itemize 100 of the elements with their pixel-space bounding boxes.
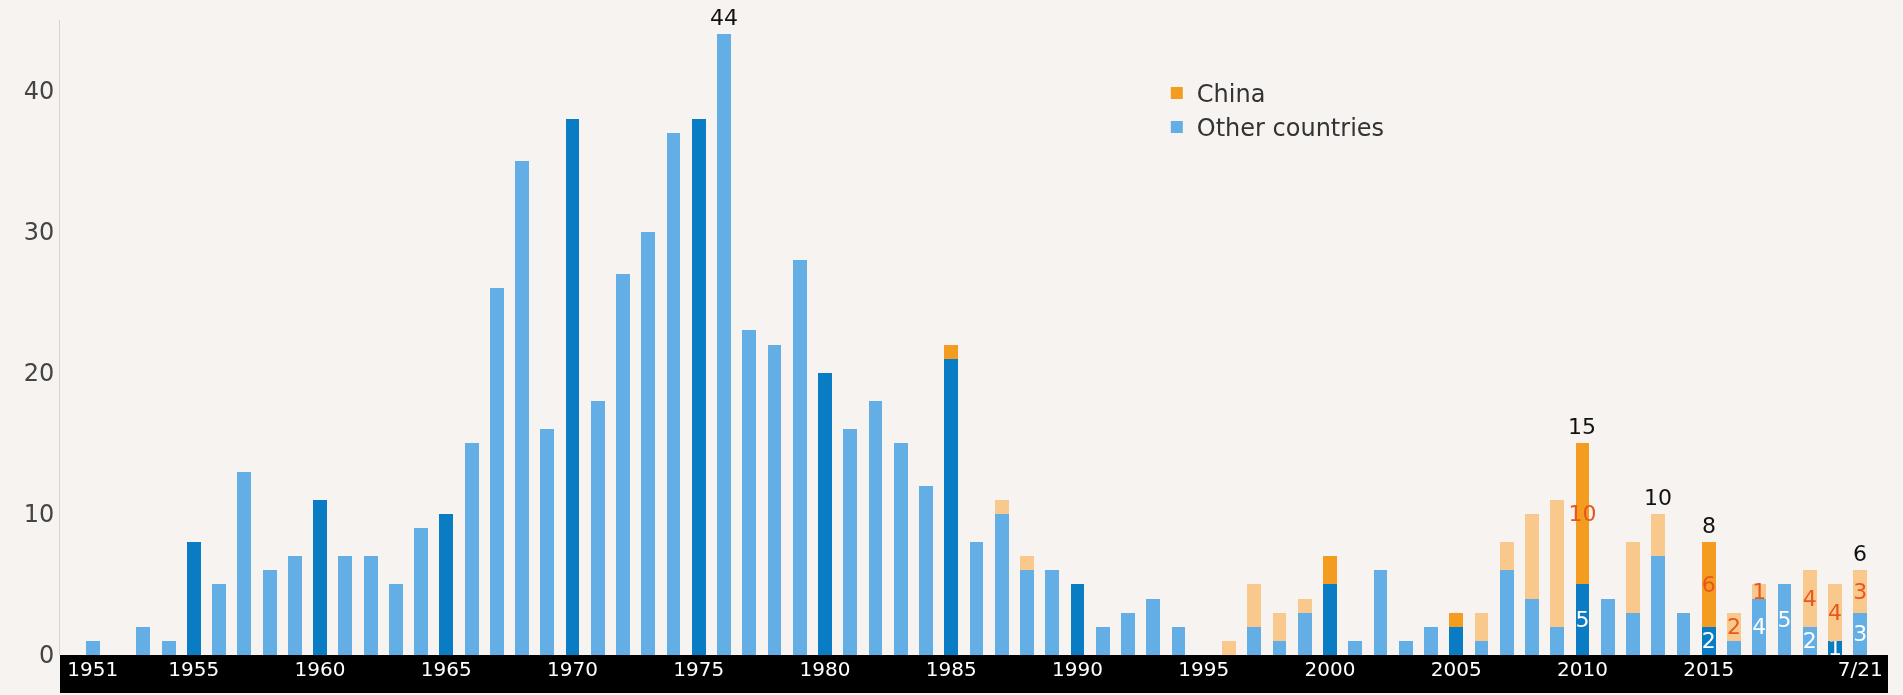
data-label: 2: [1726, 614, 1741, 640]
x-tick-label: 1965: [420, 657, 472, 681]
bar: [1272, 640, 1287, 655]
bar: [843, 429, 858, 655]
bar: [1550, 626, 1565, 655]
bar: [818, 372, 832, 655]
bar: [1701, 542, 1716, 627]
bar: [666, 132, 681, 655]
bar: [388, 584, 403, 655]
x-tick-label: 1951: [67, 657, 119, 681]
bar: [868, 401, 883, 655]
bar: [994, 513, 1009, 655]
bar: [1045, 570, 1060, 655]
y-tick-label: 0: [38, 641, 55, 670]
bar: [1398, 640, 1413, 655]
bar: [1449, 626, 1464, 655]
bar: [363, 556, 378, 655]
bar: [161, 640, 176, 655]
bar: [1727, 640, 1741, 655]
x-tick-label: 1980: [799, 657, 851, 681]
bar: [1525, 598, 1539, 655]
x-tick-label: 1975: [673, 657, 725, 681]
data-label: 1: [1752, 579, 1767, 604]
bar: [1676, 612, 1691, 655]
bar: [338, 556, 353, 655]
bar: [540, 429, 555, 655]
x-tick-label: 2005: [1430, 657, 1482, 681]
bar: [1095, 626, 1110, 655]
bar: [1146, 598, 1161, 655]
bar: [1499, 542, 1514, 571]
bar: [515, 161, 529, 655]
legend-label: China: [1196, 80, 1266, 109]
bar: [1651, 556, 1666, 655]
bar: [439, 513, 454, 655]
y-tick-label: 40: [23, 76, 55, 105]
legend-label: Other countries: [1196, 114, 1385, 143]
data-label: 4: [1827, 600, 1842, 626]
bar: [742, 330, 757, 655]
bar: [489, 288, 504, 655]
bar: [1474, 612, 1489, 641]
bar: [944, 344, 959, 359]
bar: [1828, 584, 1842, 641]
x-tick-label: 1955: [168, 657, 220, 681]
x-tick-label: 1960: [294, 657, 346, 681]
y-tick-label: 30: [23, 218, 55, 247]
bar: [1222, 640, 1236, 655]
data-label: 2: [1701, 628, 1716, 654]
bar: [1626, 542, 1640, 613]
bar: [237, 471, 252, 655]
x-tick-label: 7/21: [1837, 657, 1883, 681]
bar: [1121, 612, 1135, 655]
total-label: 6: [1853, 541, 1867, 566]
bar: [1297, 612, 1312, 655]
x-tick-label: 1990: [1052, 657, 1103, 681]
bar: [590, 401, 605, 655]
data-label: 4: [1802, 586, 1817, 612]
data-label: 6: [1701, 571, 1716, 597]
bar: [969, 542, 984, 655]
bar: [893, 443, 908, 655]
bar: [1020, 570, 1034, 655]
total-label: 15: [1568, 414, 1596, 439]
bar: [1070, 584, 1085, 655]
y-tick-label: 10: [23, 500, 55, 529]
bar: [1272, 612, 1287, 641]
bar: [1020, 556, 1034, 571]
bar: [1373, 570, 1388, 655]
data-label: 3: [1853, 579, 1868, 604]
bar: [691, 118, 706, 655]
bar: [1499, 570, 1514, 655]
data-label: 5: [1575, 607, 1590, 633]
bar: [1171, 626, 1186, 655]
bar: [1323, 556, 1337, 585]
bar: [287, 556, 302, 655]
bar: [1247, 626, 1262, 655]
bar: [464, 443, 479, 655]
bar: [1474, 640, 1489, 655]
bar: [1247, 584, 1262, 627]
x-tick-label: 2010: [1557, 657, 1608, 681]
bar: [767, 344, 782, 655]
x-tick-label: 1985: [925, 657, 977, 681]
x-tick-label: 2015: [1683, 657, 1735, 681]
bar: [1348, 640, 1363, 655]
bar: [565, 118, 580, 655]
bar: [944, 358, 959, 655]
bar: [641, 231, 656, 655]
bar: [136, 626, 151, 655]
bar: [1626, 612, 1640, 655]
bar: [1424, 626, 1438, 655]
bar: [313, 499, 327, 655]
bar: [85, 640, 100, 655]
data-label: 4: [1752, 614, 1767, 640]
bar: [1550, 499, 1565, 627]
bar: [414, 528, 428, 655]
total-label: 8: [1702, 513, 1716, 538]
data-label: 2: [1802, 628, 1817, 654]
bar: [1323, 584, 1337, 655]
bar: [1297, 598, 1312, 613]
total-label: 10: [1644, 485, 1672, 510]
bar: [1525, 513, 1539, 599]
bar: [616, 274, 630, 655]
